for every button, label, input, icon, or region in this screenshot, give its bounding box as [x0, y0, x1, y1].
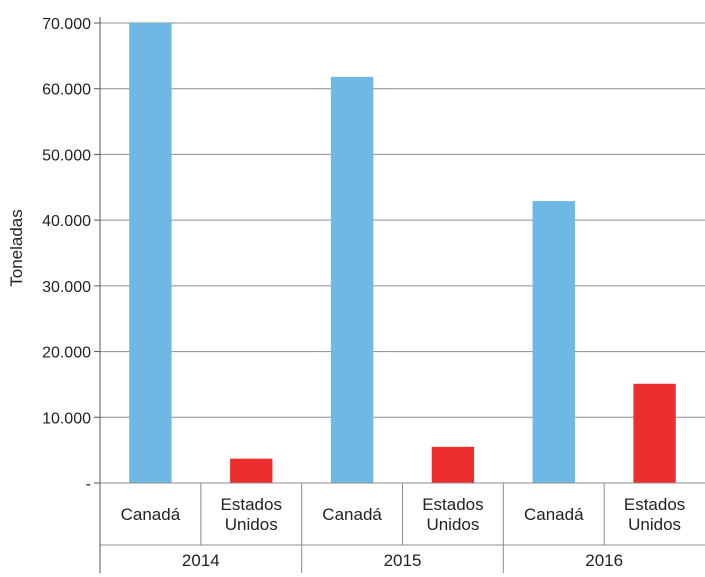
axes	[94, 17, 705, 573]
bar-2015-estados-unidos	[431, 446, 475, 483]
x-category-label: Canadá	[121, 505, 181, 524]
bar-2014-canada	[129, 23, 172, 483]
x-group-label: 2014	[182, 551, 220, 570]
x-category-label: Estados Unidos	[422, 495, 483, 534]
bar-2014-estados-unidos	[230, 458, 273, 483]
gridlines	[100, 22, 705, 418]
bar-2016-estados-unidos	[633, 383, 676, 483]
y-tick-label: 30.000	[42, 279, 91, 296]
y-tick-label: 70.000	[42, 16, 91, 33]
x-category-label: Estados Unidos	[624, 495, 685, 534]
x-category-label: Canadá	[322, 505, 382, 524]
x-category-label: Canadá	[524, 505, 584, 524]
y-tick-label: 50.000	[42, 147, 91, 164]
x-group-label: 2015	[384, 551, 422, 570]
y-tick-label: -	[86, 476, 91, 493]
y-tick-label: 40.000	[42, 213, 91, 230]
bar-2016-canada	[532, 201, 575, 484]
labels: - 10.000 20.000 30.000 40.000 50.000 60.000 70.…	[42, 16, 685, 570]
y-tick-label: 60.000	[42, 82, 91, 99]
bars	[129, 23, 676, 484]
x-category-label: Estados Unidos	[221, 495, 282, 534]
x-group-label: 2016	[585, 551, 623, 570]
y-tick-label: 20.000	[42, 345, 91, 362]
y-axis-title: Toneladas	[7, 209, 26, 287]
y-tick-label: 10.000	[42, 410, 91, 427]
bar-2015-canada	[330, 76, 374, 483]
